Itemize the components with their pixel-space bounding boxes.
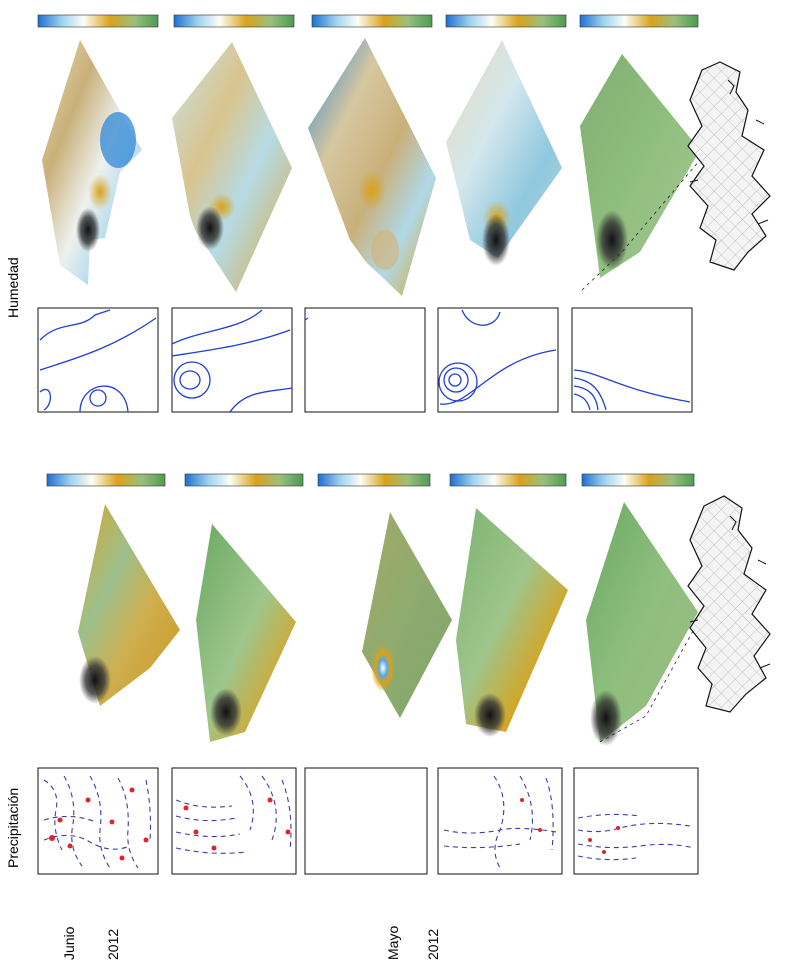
precip-colorbar-5	[581, 473, 695, 487]
humedad-surface-2	[172, 42, 292, 292]
humedad-colorbar-1	[37, 14, 159, 28]
precip-colorbars	[46, 473, 695, 487]
humedad-contour-2	[171, 307, 293, 413]
precip-vector-1	[37, 767, 159, 875]
humedad-colorbar-3	[311, 14, 433, 28]
precip-colorbar-2	[184, 473, 304, 487]
precip-surface-1	[78, 504, 180, 706]
precip-vector-5	[573, 767, 699, 875]
humedad-contour-1	[37, 307, 159, 413]
precip-map	[687, 495, 771, 713]
precip-vector-2	[171, 767, 297, 875]
humedad-colorbars	[37, 14, 699, 28]
humedad-surface-3	[308, 38, 436, 296]
humedad-contour-4	[437, 307, 559, 413]
humedad-colorbar-5	[579, 14, 699, 28]
month-label-mayo: Mayo	[385, 926, 401, 960]
precip-surface-4	[456, 508, 568, 737]
precip-vector-3	[304, 767, 428, 875]
humedad-map	[687, 61, 771, 271]
precip-surface-2	[196, 524, 296, 742]
precip-colorbar-1	[46, 473, 166, 487]
precip-surface-3	[362, 512, 452, 718]
humedad-surface-1	[42, 40, 142, 285]
humedad-colorbar-4	[445, 14, 567, 28]
humedad-surface-5	[580, 54, 701, 291]
year-label-bottom: 2012	[425, 929, 441, 960]
year-label-top: 2012	[105, 929, 121, 960]
humedad-label: Humedad	[5, 257, 21, 318]
precip-colorbar-3	[317, 473, 431, 487]
humedad-contour-3	[304, 307, 426, 413]
humedad-colorbar-2	[173, 14, 295, 28]
humedad-contour-5	[571, 307, 693, 413]
precip-vector-4	[437, 767, 563, 875]
precip-surface-5	[586, 502, 699, 746]
precip-colorbar-4	[449, 473, 567, 487]
month-label-junio: Junio	[61, 926, 77, 960]
humedad-surface-4	[446, 40, 562, 266]
precipitacion-label: Precipitación	[5, 788, 21, 868]
